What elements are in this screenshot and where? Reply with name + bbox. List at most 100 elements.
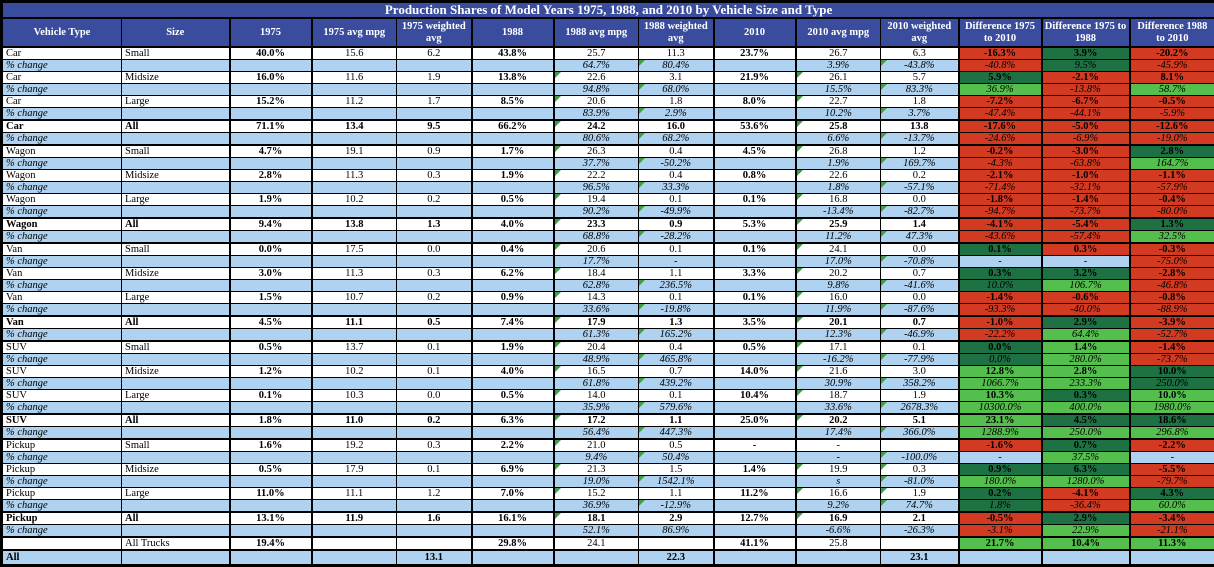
table-cell: 0.0% (959, 354, 1042, 366)
table-cell (714, 231, 796, 244)
table-cell: Van (2, 292, 122, 304)
table-cell: 10.0% (1130, 390, 1214, 402)
table-cell: -57.9% (1130, 182, 1214, 194)
table-cell: s (796, 476, 881, 488)
table-cell: 0.0 (397, 243, 472, 256)
table-cell: 25.8 (796, 537, 881, 550)
table-cell: 0.1% (714, 292, 796, 304)
table-cell: 439.2% (639, 378, 714, 390)
table-cell (714, 158, 796, 170)
table-cell: 0.0 (397, 390, 472, 402)
table-cell: 1.8 (881, 96, 959, 108)
error-indicator-triangle-icon (797, 194, 803, 200)
table-cell (122, 378, 230, 390)
table-cell: -94.7% (959, 206, 1042, 219)
table-cell: 24.1 (796, 243, 881, 256)
table-cell: 3.5% (714, 316, 796, 329)
table-cell: 18.6% (1130, 414, 1214, 427)
error-indicator-triangle-icon (639, 427, 645, 433)
table-cell: 0.4 (639, 145, 714, 158)
table-cell: 26.3 (554, 145, 639, 158)
table-cell (122, 158, 230, 170)
table-cell: 0.1% (959, 243, 1042, 256)
error-indicator-triangle-icon (797, 488, 803, 494)
error-indicator-triangle-icon (555, 194, 561, 200)
table-cell: % change (2, 452, 122, 464)
table-cell: - (714, 439, 796, 452)
table-cell: 11.2 (312, 96, 397, 108)
error-indicator-triangle-icon (639, 354, 645, 360)
table-cell: 9.4% (230, 218, 312, 231)
column-header: Vehicle Type (2, 18, 122, 47)
table-cell: 11.3 (639, 47, 714, 60)
table-cell: -0.3% (1130, 243, 1214, 256)
table-cell: 6.2% (472, 268, 554, 280)
table-cell: 0.9 (639, 218, 714, 231)
table-cell (312, 378, 397, 390)
table-cell (312, 60, 397, 72)
table-cell: 29.8% (472, 537, 554, 550)
table-cell (230, 550, 312, 566)
table-cell (397, 206, 472, 219)
error-indicator-triangle-icon (797, 390, 803, 396)
table-cell (312, 133, 397, 146)
table-cell (714, 452, 796, 464)
table-cell: 1066.7% (959, 378, 1042, 390)
table-cell: 48.9% (554, 354, 639, 366)
table-cell: 1.6% (230, 439, 312, 452)
table-cell (122, 402, 230, 415)
table-cell: 2.8% (230, 170, 312, 182)
table-cell: -45.9% (1130, 60, 1214, 72)
table-cell: 0.9 (397, 145, 472, 158)
table-cell: 25.0% (714, 414, 796, 427)
table-cell (397, 231, 472, 244)
table-cell: - (1130, 452, 1214, 464)
table-cell: 1.6 (397, 512, 472, 525)
table-cell (397, 427, 472, 440)
table-cell: 1.8 (639, 96, 714, 108)
table-cell: 0.5% (714, 341, 796, 354)
table-cell: 447.3% (639, 427, 714, 440)
table-cell: 6.3 (881, 47, 959, 60)
table-cell: 17.9 (554, 316, 639, 329)
table-cell: 15.2% (230, 96, 312, 108)
table-header: Production Shares of Model Years 1975, 1… (2, 2, 1214, 48)
table-cell: 33.6% (796, 402, 881, 415)
table-cell: -26.3% (881, 525, 959, 538)
table-cell: All Trucks (122, 537, 230, 550)
table-cell: 23.1 (881, 550, 959, 566)
table-cell: 37.5% (1042, 452, 1130, 464)
table-cell: 64.4% (1042, 329, 1130, 342)
table-cell (714, 304, 796, 317)
table-cell: -57.1% (881, 182, 959, 194)
table-cell (312, 231, 397, 244)
table-cell (312, 108, 397, 121)
error-indicator-triangle-icon (555, 96, 561, 102)
error-indicator-triangle-icon (797, 121, 803, 127)
table-cell: 11.3 (312, 170, 397, 182)
table-cell: -2.2% (1130, 439, 1214, 452)
column-header: 2010 avg mpg (796, 18, 881, 47)
table-cell (312, 452, 397, 464)
table-cell: Small (122, 145, 230, 158)
table-cell: 1.7 (397, 96, 472, 108)
table-cell: 0.9% (472, 292, 554, 304)
table-cell: -79.7% (1130, 476, 1214, 488)
table-cell: 5.7 (881, 72, 959, 84)
table-cell: -73.7% (1042, 206, 1130, 219)
table-cell: 19.0% (554, 476, 639, 488)
table-cell: 33.6% (554, 304, 639, 317)
table-cell: 22.2 (554, 170, 639, 182)
table-cell: 10.3% (959, 390, 1042, 402)
table-cell: -41.6% (881, 280, 959, 292)
table-cell: -1.6% (959, 439, 1042, 452)
table-cell: Midsize (122, 366, 230, 378)
